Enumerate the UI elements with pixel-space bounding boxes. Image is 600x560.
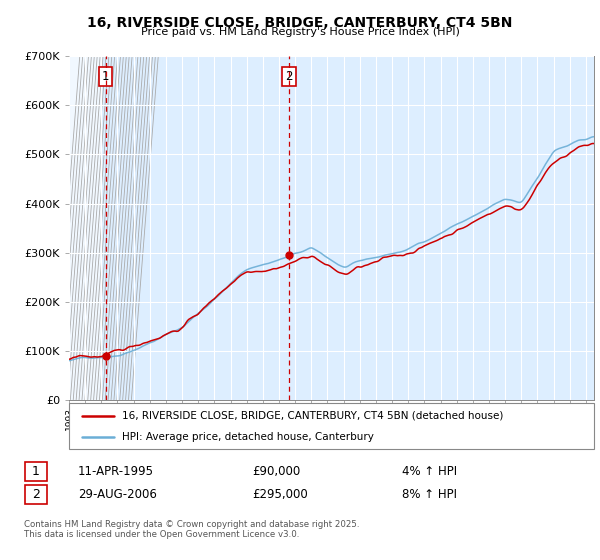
Text: 8% ↑ HPI: 8% ↑ HPI bbox=[402, 488, 457, 501]
Text: 16, RIVERSIDE CLOSE, BRIDGE, CANTERBURY, CT4 5BN: 16, RIVERSIDE CLOSE, BRIDGE, CANTERBURY,… bbox=[88, 16, 512, 30]
Text: 2: 2 bbox=[32, 488, 40, 501]
Text: 29-AUG-2006: 29-AUG-2006 bbox=[78, 488, 157, 501]
Text: HPI: Average price, detached house, Canterbury: HPI: Average price, detached house, Cant… bbox=[121, 432, 373, 442]
Bar bbox=[69, 56, 101, 400]
Text: 1: 1 bbox=[102, 70, 109, 83]
Text: Contains HM Land Registry data © Crown copyright and database right 2025.
This d: Contains HM Land Registry data © Crown c… bbox=[24, 520, 359, 539]
Text: Price paid vs. HM Land Registry's House Price Index (HPI): Price paid vs. HM Land Registry's House … bbox=[140, 27, 460, 37]
Text: 16, RIVERSIDE CLOSE, BRIDGE, CANTERBURY, CT4 5BN (detached house): 16, RIVERSIDE CLOSE, BRIDGE, CANTERBURY,… bbox=[121, 410, 503, 421]
Text: 1: 1 bbox=[32, 465, 40, 478]
Text: 11-APR-1995: 11-APR-1995 bbox=[78, 465, 154, 478]
Text: 2: 2 bbox=[285, 70, 293, 83]
Text: 4% ↑ HPI: 4% ↑ HPI bbox=[402, 465, 457, 478]
Text: £295,000: £295,000 bbox=[252, 488, 308, 501]
Text: £90,000: £90,000 bbox=[252, 465, 300, 478]
